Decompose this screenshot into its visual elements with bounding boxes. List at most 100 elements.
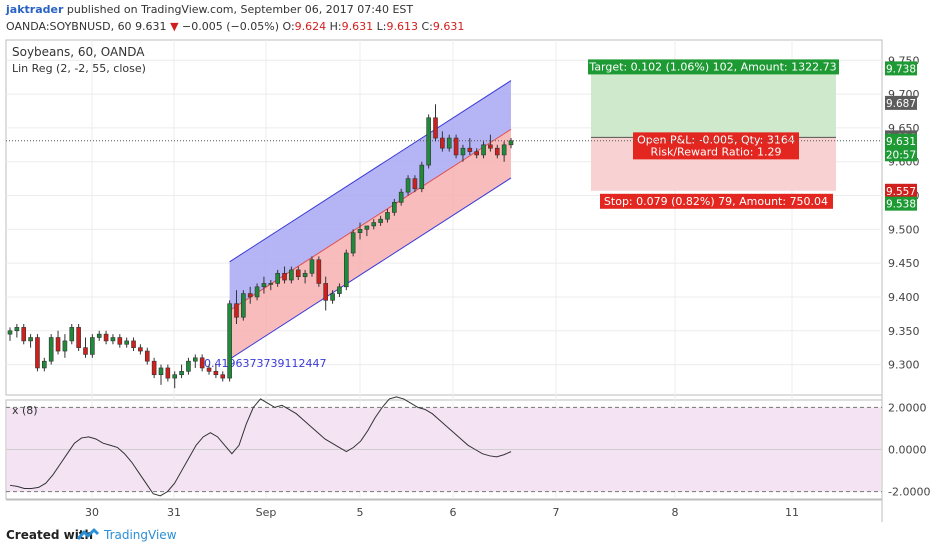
candle-body xyxy=(392,201,397,213)
candle xyxy=(392,198,397,216)
candle xyxy=(21,324,27,345)
candle xyxy=(55,330,61,355)
candle-body xyxy=(330,293,335,301)
author-link[interactable]: jaktrader xyxy=(6,3,64,16)
candle-body xyxy=(357,229,363,234)
candle-body xyxy=(254,286,260,298)
regression-upper-line xyxy=(229,80,512,263)
candle xyxy=(179,364,184,379)
close-label: C: xyxy=(421,20,433,33)
created-with-label: Created with xyxy=(6,528,94,542)
price-badge-bg xyxy=(885,196,917,211)
candle xyxy=(172,371,178,389)
candle xyxy=(316,256,322,287)
candle xyxy=(289,266,294,284)
candle xyxy=(419,161,425,193)
oscillator-tick-label: 2.0000 xyxy=(888,401,927,414)
candle-body xyxy=(343,252,349,288)
candle xyxy=(398,188,404,206)
candle-body xyxy=(103,333,109,342)
candle xyxy=(405,175,411,196)
price-badge-bg xyxy=(885,183,917,198)
candle xyxy=(440,131,445,152)
candle-body xyxy=(282,272,287,281)
candle-body xyxy=(261,283,267,288)
price-badge-bg xyxy=(885,95,917,110)
high-value: 9.631 xyxy=(341,20,374,33)
open-label: O: xyxy=(282,20,295,33)
candle-body xyxy=(337,286,342,294)
candle-body xyxy=(42,360,47,369)
footer: Created with TradingView xyxy=(0,522,932,550)
candle xyxy=(220,371,226,382)
oscillator-tick-label: -2.0000 xyxy=(888,486,930,499)
candle xyxy=(302,269,308,284)
candle-body xyxy=(186,360,191,372)
candle-body xyxy=(323,283,328,301)
candle-body xyxy=(48,337,54,362)
tradingview-brand[interactable]: TradingView xyxy=(104,528,177,542)
candle xyxy=(138,344,143,355)
time-tick-label: 11 xyxy=(785,506,799,519)
candle xyxy=(234,290,239,324)
candle-body xyxy=(69,327,75,342)
target-label: Target: 0.102 (1.06%) 102, Amount: 1322.… xyxy=(588,60,836,73)
indicator-label: Lin Reg (2, -2, 55, close) xyxy=(12,62,146,75)
regression-lower-line xyxy=(229,177,512,360)
candle-body xyxy=(83,347,88,355)
candle xyxy=(460,144,466,162)
candle xyxy=(426,114,431,169)
candle-body xyxy=(494,147,500,156)
candle xyxy=(35,334,40,372)
regression-value-label: 0.4196373739112447 xyxy=(204,357,326,370)
candle xyxy=(14,324,20,338)
candle-body xyxy=(62,340,68,352)
candle-body xyxy=(405,178,411,193)
candle xyxy=(343,249,349,291)
close-value: 9.631 xyxy=(432,20,465,33)
low-value: 9.613 xyxy=(386,20,418,33)
publish-info: published on TradingView.com, September … xyxy=(66,3,414,16)
price-badge-bg xyxy=(885,61,917,76)
candle xyxy=(323,276,328,311)
candle xyxy=(371,219,377,230)
candle-body xyxy=(481,144,486,156)
candle-body xyxy=(144,350,150,362)
low-label: L: xyxy=(376,20,387,33)
candle xyxy=(131,337,136,352)
price-chart[interactable]: 9.3009.3509.4009.4509.5009.5509.6009.650… xyxy=(0,38,932,522)
candle xyxy=(433,104,438,142)
candle-body xyxy=(446,137,452,149)
candle xyxy=(282,266,287,284)
candle-body xyxy=(165,367,171,379)
candle xyxy=(261,276,267,294)
candle xyxy=(357,222,363,240)
candle xyxy=(199,354,205,372)
stop-label: Stop: 0.079 (0.82%) 79, Amount: 750.04 xyxy=(604,195,828,208)
chart-title: Soybeans, 60, OANDA xyxy=(12,45,145,59)
symbol-label: OANDA:SOYBNUSD, 60 xyxy=(6,20,132,33)
candle xyxy=(76,324,81,352)
candle-body xyxy=(35,337,40,369)
candle-body xyxy=(241,293,246,318)
candle xyxy=(254,283,260,301)
candle-body xyxy=(193,357,198,362)
high-label: H: xyxy=(329,20,342,33)
candle-body xyxy=(151,360,157,376)
price-badge: 20:57 xyxy=(886,149,916,161)
price-badge: 9.687 xyxy=(886,98,916,110)
price-badge-bg xyxy=(885,147,917,162)
candle xyxy=(69,324,75,345)
candle xyxy=(337,283,342,297)
price-tick-label: 9.500 xyxy=(888,223,920,236)
price-change: −0.005 (−0.05%) xyxy=(182,20,279,33)
candle-body xyxy=(199,357,205,369)
candle xyxy=(117,334,123,348)
price-tick-label: 9.450 xyxy=(888,257,920,270)
price-badge: 9.557 xyxy=(886,186,916,198)
candle xyxy=(330,290,335,304)
candle-body xyxy=(467,147,473,152)
pnl-label: Open P&L: -0.005, Qty: 3164 xyxy=(637,133,795,146)
candle-body xyxy=(412,178,418,190)
candle xyxy=(446,134,452,152)
